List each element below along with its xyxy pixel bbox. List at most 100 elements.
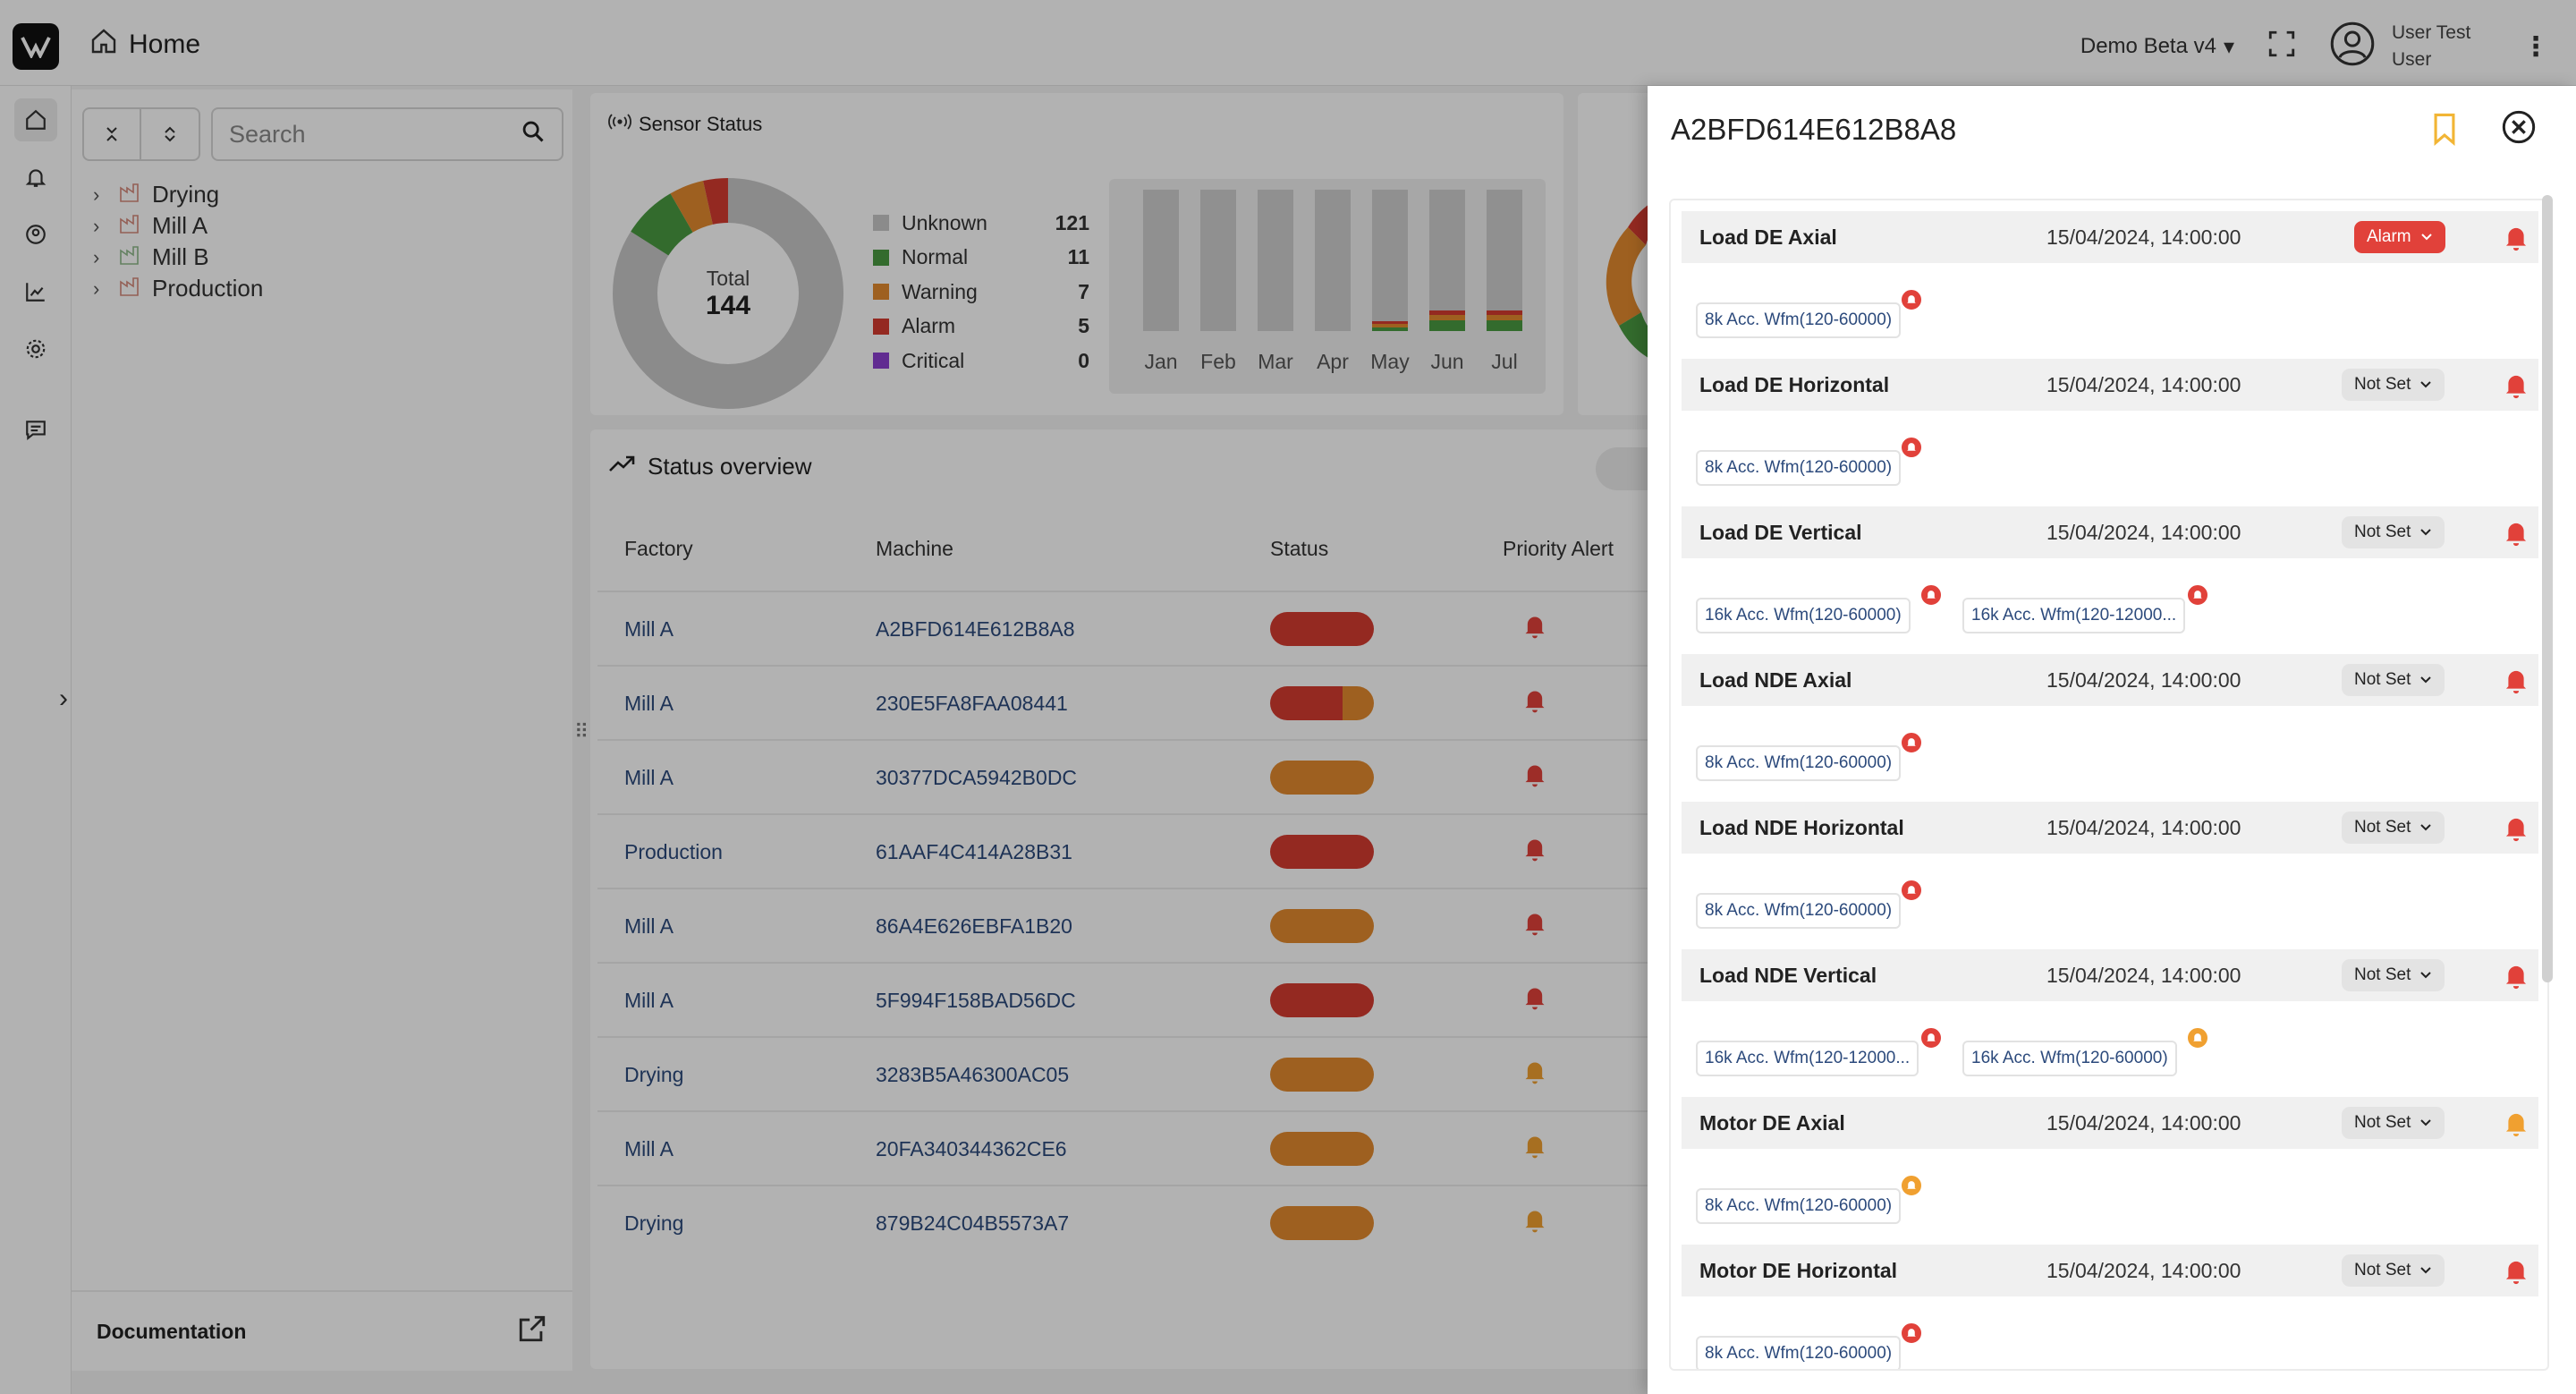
legend-item[interactable]: Alarm 5 <box>873 310 1089 344</box>
legend-item[interactable]: Critical 0 <box>873 344 1089 378</box>
factory-link[interactable]: Mill A <box>624 989 674 1012</box>
month-bar[interactable] <box>1258 190 1293 331</box>
tree-node-drying[interactable]: › Drying <box>93 179 263 210</box>
priority-bell-icon[interactable] <box>1522 1132 1547 1166</box>
legend-item[interactable]: Warning 7 <box>873 275 1089 310</box>
chevron-right-icon[interactable]: › <box>93 276 100 300</box>
factory-link[interactable]: Drying <box>624 1211 684 1235</box>
more-vertical-icon[interactable]: ⋮ <box>2522 31 2549 62</box>
machine-link[interactable]: 86A4E626EBFA1B20 <box>876 914 1072 938</box>
sensor-group-header[interactable]: Load NDE Axial 15/04/2024, 14:00:00 Not Se… <box>1682 654 2538 706</box>
bell-icon[interactable] <box>2503 814 2529 847</box>
month-bar[interactable] <box>1200 190 1236 331</box>
sensor-chip[interactable]: 8k Acc. Wfm(120-60000) <box>1696 450 1902 486</box>
factory-link[interactable]: Mill A <box>624 1137 674 1160</box>
chevron-right-icon[interactable]: › <box>93 245 100 268</box>
sensor-group-header[interactable]: Load DE Axial 15/04/2024, 14:00:00 Alarm <box>1682 211 2538 263</box>
machine-link[interactable]: 5F994F158BAD56DC <box>876 989 1076 1012</box>
machine-link[interactable]: A2BFD614E612B8A8 <box>876 617 1075 641</box>
month-bar[interactable] <box>1143 190 1179 331</box>
tree-node-mill-a[interactable]: › Mill A <box>93 210 263 242</box>
documentation-link[interactable]: Documentation <box>72 1290 572 1371</box>
expand-all-icon[interactable] <box>141 109 199 159</box>
bell-icon[interactable] <box>2503 519 2529 552</box>
nav-chart-icon[interactable] <box>14 270 57 313</box>
bell-icon[interactable] <box>2503 224 2529 257</box>
priority-bell-icon[interactable] <box>1522 612 1547 646</box>
sensor-chip[interactable]: 8k Acc. Wfm(120-60000) <box>1696 1336 1902 1369</box>
project-selector[interactable]: Demo Beta v4 ▾ <box>2080 34 2234 60</box>
factory-link[interactable]: Mill A <box>624 766 674 789</box>
fullscreen-icon[interactable] <box>2267 29 2297 65</box>
sensor-chip[interactable]: 8k Acc. Wfm(120-60000) <box>1696 893 1902 929</box>
collapse-all-icon[interactable] <box>84 109 141 159</box>
sensor-chip[interactable]: 16k Acc. Wfm(120-12000... <box>1962 598 2186 633</box>
sensor-group-header[interactable]: Load NDE Horizontal 15/04/2024, 14:00:00 N… <box>1682 802 2538 854</box>
machine-link[interactable]: 20FA340344362CE6 <box>876 1137 1067 1160</box>
chevron-right-icon[interactable]: › <box>93 214 100 237</box>
column-header[interactable]: Priority Alert <box>1503 537 1614 560</box>
priority-bell-icon[interactable] <box>1522 909 1547 943</box>
machine-link[interactable]: 879B24C04B5573A7 <box>876 1211 1070 1235</box>
factory-link[interactable]: Mill A <box>624 617 674 641</box>
sensor-chip[interactable]: 8k Acc. Wfm(120-60000) <box>1696 302 1902 338</box>
scrollbar[interactable] <box>2542 195 2553 982</box>
chevron-right-icon[interactable]: › <box>93 183 100 206</box>
machine-link[interactable]: 61AAF4C414A28B31 <box>876 840 1072 863</box>
user-menu[interactable]: User Test User <box>2329 20 2490 73</box>
column-header[interactable]: Factory <box>624 537 693 560</box>
close-icon[interactable] <box>2501 109 2537 149</box>
bookmark-icon[interactable] <box>2429 111 2460 151</box>
app-logo[interactable] <box>13 23 59 70</box>
table-row[interactable]: Mill A 86A4E626EBFA1B20 <box>597 888 1699 962</box>
bell-icon[interactable] <box>2503 1257 2529 1290</box>
bell-icon[interactable] <box>2503 371 2529 404</box>
severity-select[interactable]: Not Set <box>2342 516 2445 548</box>
severity-select[interactable]: Not Set <box>2342 369 2445 401</box>
nav-bell-icon[interactable] <box>14 156 57 199</box>
sensor-group-header[interactable]: Motor DE Horizontal 15/04/2024, 14:00:00 N… <box>1682 1245 2538 1296</box>
table-row[interactable]: Drying 3283B5A46300AC05 <box>597 1036 1699 1110</box>
table-row[interactable]: Mill A 230E5FA8FAA08441 <box>597 665 1699 739</box>
severity-select[interactable]: Not Set <box>2342 1254 2445 1287</box>
legend-item[interactable]: Unknown 121 <box>873 206 1089 241</box>
factory-link[interactable]: Mill A <box>624 692 674 715</box>
nav-chat-icon[interactable] <box>14 408 57 451</box>
column-header[interactable]: Machine <box>876 537 953 560</box>
bell-icon[interactable] <box>2503 1109 2529 1143</box>
sensor-group-header[interactable]: Load DE Horizontal 15/04/2024, 14:00:00 No… <box>1682 359 2538 411</box>
factory-link[interactable]: Mill A <box>624 914 674 938</box>
tree-node-production[interactable]: › Production <box>93 273 263 304</box>
factory-link[interactable]: Production <box>624 840 723 863</box>
sensor-group-header[interactable]: Load NDE Vertical 15/04/2024, 14:00:00 Not… <box>1682 949 2538 1001</box>
table-row[interactable]: Mill A 5F994F158BAD56DC <box>597 962 1699 1036</box>
nav-user-icon[interactable] <box>14 213 57 256</box>
sensor-chip[interactable]: 16k Acc. Wfm(120-12000... <box>1696 1041 1919 1076</box>
priority-bell-icon[interactable] <box>1522 686 1547 720</box>
month-bar[interactable] <box>1429 190 1465 331</box>
sensor-chip[interactable]: 8k Acc. Wfm(120-60000) <box>1696 745 1902 781</box>
tree-search-input[interactable]: Search <box>211 107 564 161</box>
priority-bell-icon[interactable] <box>1522 983 1547 1017</box>
sensor-chip[interactable]: 16k Acc. Wfm(120-60000) <box>1696 598 1911 633</box>
machine-link[interactable]: 30377DCA5942B0DC <box>876 766 1078 789</box>
priority-bell-icon[interactable] <box>1522 835 1547 869</box>
severity-select[interactable]: Alarm <box>2354 221 2445 253</box>
severity-select[interactable]: Not Set <box>2342 812 2445 844</box>
machine-link[interactable]: 230E5FA8FAA08441 <box>876 692 1068 715</box>
table-row[interactable]: Mill A 30377DCA5942B0DC <box>597 739 1699 813</box>
nav-home-icon[interactable] <box>14 98 57 141</box>
chevron-right-icon[interactable]: › <box>59 684 68 713</box>
donut-slice-normal[interactable] <box>612 177 844 410</box>
tree-node-mill-b[interactable]: › Mill B <box>93 242 263 273</box>
resize-handle[interactable]: ⠿ <box>574 720 589 743</box>
bell-icon[interactable] <box>2503 962 2529 995</box>
sensor-group-header[interactable]: Load DE Vertical 15/04/2024, 14:00:00 Not … <box>1682 506 2538 558</box>
severity-select[interactable]: Not Set <box>2342 664 2445 696</box>
donut-slice-alarm[interactable] <box>613 178 843 409</box>
nav-gear-icon[interactable] <box>14 327 57 370</box>
machine-link[interactable]: 3283B5A46300AC05 <box>876 1063 1070 1086</box>
sensor-chip[interactable]: 8k Acc. Wfm(120-60000) <box>1696 1188 1902 1224</box>
sensor-group-header[interactable]: Motor DE Axial 15/04/2024, 14:00:00 Not Se… <box>1682 1097 2538 1149</box>
breadcrumb[interactable]: Home <box>89 27 200 63</box>
